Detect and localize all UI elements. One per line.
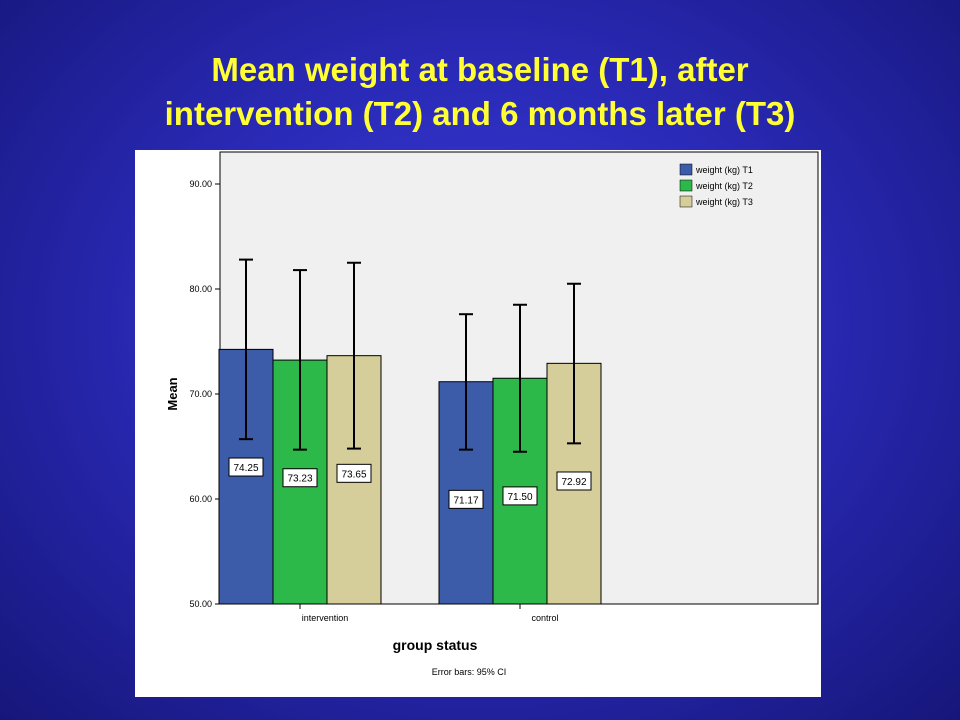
y-axis: 50.00 60.00 70.00 80.00 90.00 bbox=[189, 179, 220, 609]
slide-title-line-1: Mean weight at baseline (T1), after bbox=[211, 51, 749, 88]
legend: weight (kg) T1 weight (kg) T2 weight (kg) … bbox=[679, 163, 753, 208]
bars-group bbox=[218, 348, 602, 605]
data-label-box bbox=[336, 463, 372, 483]
data-label-box bbox=[502, 486, 538, 506]
data-label-box bbox=[228, 457, 264, 477]
x-axis: intervention control bbox=[299, 604, 559, 623]
legend-label: weight (kg) T2 bbox=[695, 181, 753, 191]
data-label: 71.50 bbox=[507, 492, 532, 503]
bar-chart: 50.00 60.00 70.00 80.00 90.00 74.25 71.17 73.2… bbox=[165, 151, 819, 677]
chart-panel: 50.00 60.00 70.00 80.00 90.00 74.25 71.17 73.2… bbox=[135, 150, 821, 697]
legend-swatch bbox=[679, 163, 693, 176]
data-label: 73.65 bbox=[341, 469, 366, 480]
bar bbox=[218, 348, 274, 605]
data-label: 72.92 bbox=[561, 477, 586, 488]
data-labels-group: 74.25 71.17 73.23 71.50 73.65 72.92 bbox=[228, 457, 592, 509]
data-label-box bbox=[556, 471, 592, 491]
error-bars-footnote: Error bars: 95% CI bbox=[432, 667, 507, 677]
x-axis-label: group status bbox=[393, 637, 478, 653]
data-label: 73.23 bbox=[287, 474, 312, 485]
legend-label: weight (kg) T1 bbox=[695, 165, 753, 175]
data-label: 71.17 bbox=[453, 495, 478, 506]
y-tick-label: 60.00 bbox=[189, 494, 212, 504]
data-label-box bbox=[282, 468, 318, 488]
slide-title: Mean weight at baseline (T1), after inte… bbox=[0, 48, 960, 136]
error-bars-group bbox=[239, 258, 581, 453]
y-tick-label: 70.00 bbox=[189, 389, 212, 399]
data-label: 74.25 bbox=[233, 463, 258, 474]
y-tick-label: 50.00 bbox=[189, 599, 212, 609]
x-tick-label: intervention bbox=[302, 613, 349, 623]
y-tick-label: 80.00 bbox=[189, 284, 212, 294]
legend-swatch bbox=[679, 195, 693, 208]
legend-label: weight (kg) T3 bbox=[695, 197, 753, 207]
data-label-box bbox=[448, 489, 484, 509]
x-tick-label: control bbox=[531, 613, 558, 623]
legend-swatch bbox=[679, 179, 693, 192]
slide-title-line-2: intervention (T2) and 6 months later (T3… bbox=[164, 95, 796, 132]
y-tick-label: 90.00 bbox=[189, 179, 212, 189]
y-axis-label: Mean bbox=[165, 377, 180, 410]
